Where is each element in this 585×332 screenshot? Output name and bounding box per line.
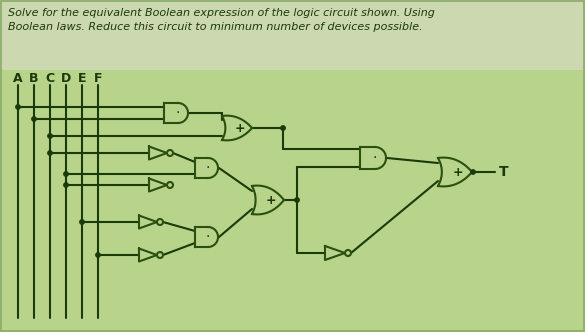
Circle shape [96, 253, 100, 257]
Text: D: D [61, 71, 71, 85]
Text: ·: · [206, 230, 210, 244]
Text: ·: · [206, 161, 210, 175]
Circle shape [281, 126, 285, 130]
Circle shape [48, 134, 52, 138]
Circle shape [471, 170, 475, 174]
Circle shape [80, 220, 84, 224]
Circle shape [295, 198, 299, 202]
Circle shape [64, 172, 68, 176]
Text: +: + [453, 165, 463, 179]
Bar [0, 70, 585, 332]
Text: E: E [78, 71, 86, 85]
Text: +: + [235, 122, 245, 134]
Circle shape [16, 105, 20, 109]
Text: C: C [46, 71, 54, 85]
Text: A: A [13, 71, 23, 85]
Text: +: + [266, 194, 276, 207]
Text: F: F [94, 71, 102, 85]
Text: T: T [499, 165, 508, 179]
Text: ·: · [373, 151, 377, 165]
Text: Solve for the equivalent Boolean expression of the logic circuit shown. Using
Bo: Solve for the equivalent Boolean express… [8, 8, 435, 33]
Bar [0, 0, 585, 70]
Text: B: B [29, 71, 39, 85]
Circle shape [64, 183, 68, 187]
Text: ·: · [176, 106, 180, 120]
Circle shape [32, 117, 36, 121]
Circle shape [48, 151, 52, 155]
